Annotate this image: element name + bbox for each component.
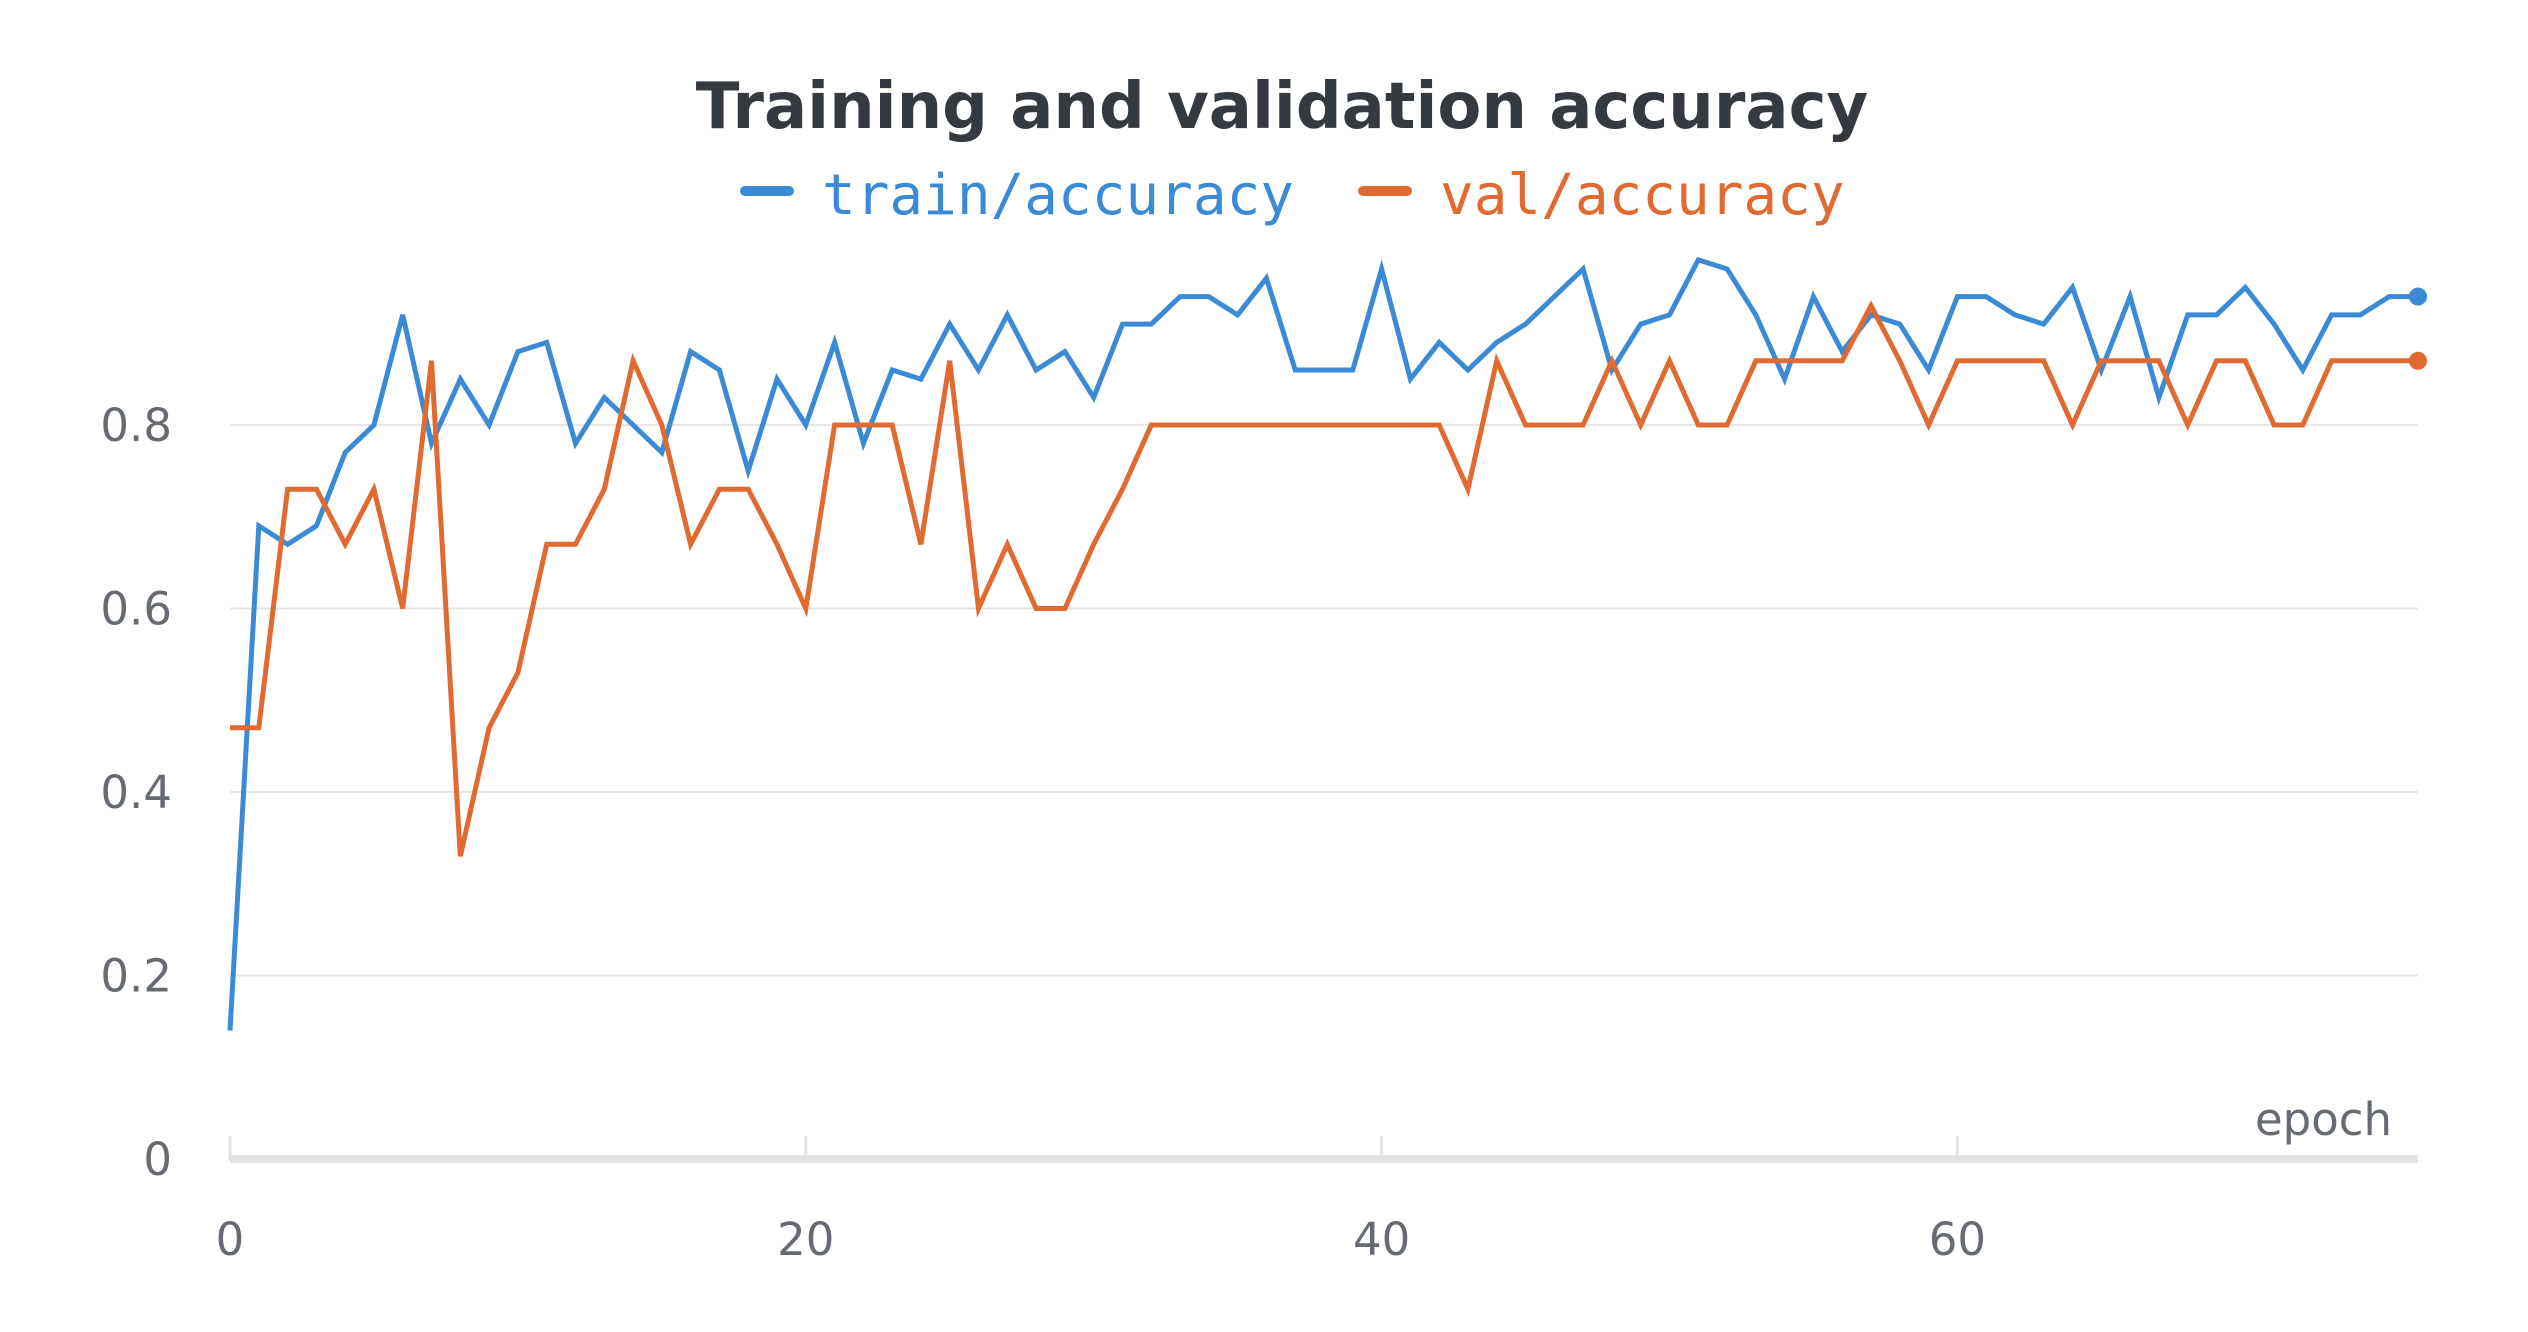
legend-swatch-val-accuracy: [1358, 186, 1412, 196]
x-tick-label: 20: [777, 1213, 834, 1266]
legend-swatch-train-accuracy: [740, 186, 794, 196]
plot-area: [227, 256, 2427, 1031]
y-tick-label: 0: [143, 1133, 172, 1186]
y-tick-label: 0.6: [100, 583, 172, 636]
y-tick-label: 0.2: [100, 950, 172, 1003]
x-axis: 0 20 40 60: [216, 1136, 2418, 1266]
series-line-train-accuracy[interactable]: [227, 256, 2418, 1031]
x-tick-label: 40: [1353, 1213, 1410, 1266]
y-tick-label: 0.4: [100, 766, 172, 819]
y-tick-label: 0.8: [100, 399, 172, 452]
series-end-marker-val-accuracy[interactable]: [2409, 351, 2427, 370]
gridlines: [230, 424, 2418, 977]
legend: train/accuracy val/accuracy: [740, 163, 1845, 228]
x-tick-label: 60: [1929, 1213, 1986, 1266]
chart-title: Training and validation accuracy: [696, 70, 1868, 144]
series-line-val-accuracy[interactable]: [230, 300, 2418, 857]
legend-label-val-accuracy[interactable]: val/accuracy: [1440, 163, 1845, 228]
legend-label-train-accuracy[interactable]: train/accuracy: [822, 163, 1294, 228]
series-end-marker-train-accuracy[interactable]: [2409, 287, 2427, 306]
y-axis: 0 0.2 0.4 0.6 0.8: [100, 399, 172, 1186]
x-tick-label: 0: [216, 1213, 245, 1266]
x-axis-title: epoch: [2255, 1093, 2392, 1146]
